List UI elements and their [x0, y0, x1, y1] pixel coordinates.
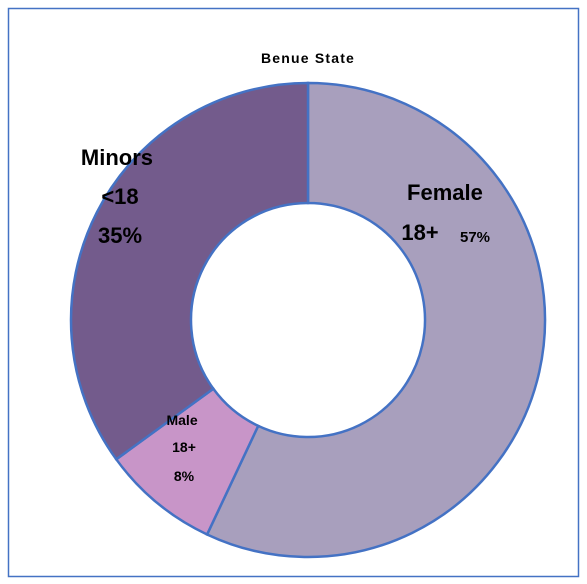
value-label: 8% [174, 468, 195, 484]
value-label: 35% [98, 223, 142, 248]
chart-title: Benue State [261, 50, 355, 66]
slice-label: Female 18+ [401, 180, 489, 245]
donut-slice [69, 81, 310, 462]
slice-label: Minors <18 [81, 145, 159, 209]
slice-label: Male 18+ [166, 412, 201, 455]
value-label: 57% [460, 229, 490, 246]
donut-slice [205, 81, 547, 559]
